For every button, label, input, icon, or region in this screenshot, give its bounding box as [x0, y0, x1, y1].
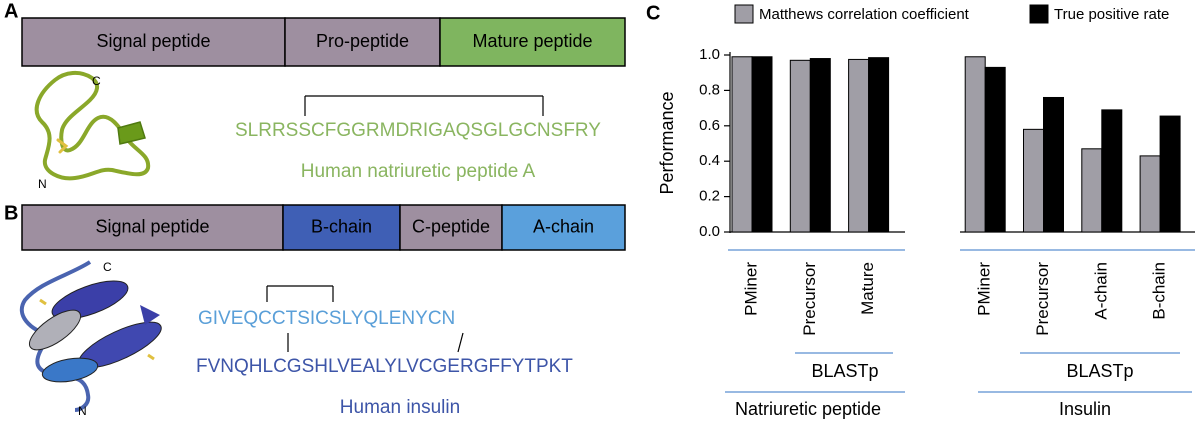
domain-label: B-chain — [311, 216, 372, 236]
y-tick-label: 1.0 — [699, 46, 720, 63]
bar — [964, 56, 986, 233]
panel-label: A — [4, 0, 18, 22]
bar — [1081, 148, 1103, 233]
domain-segment — [21, 17, 286, 67]
bar — [731, 56, 753, 233]
bar — [809, 58, 831, 233]
panel-label: C — [646, 2, 660, 24]
sequence: FVNQHLCGSHLVEALYLVCGERGFFYTPKT — [196, 356, 573, 377]
group-label: Natriuretic peptide — [735, 399, 881, 419]
legend-label: True positive rate — [1054, 6, 1169, 23]
x-tick-label: Precursor — [800, 262, 819, 336]
domain-segment — [399, 204, 503, 251]
disulfide-bracket — [304, 95, 544, 116]
domain-label: C-peptide — [412, 216, 490, 236]
domain-segment — [439, 17, 626, 67]
panel-label: B — [4, 202, 18, 224]
peptide-name: Human insulin — [340, 397, 460, 418]
bar — [984, 66, 1006, 233]
structure-b — [19, 260, 162, 412]
peptide-name: Human natriuretic peptide A — [301, 161, 536, 182]
y-axis-label: Performance — [657, 91, 677, 194]
bar — [1159, 115, 1181, 233]
domain-label: Signal peptide — [96, 31, 210, 51]
group-label: BLASTp — [1066, 361, 1133, 381]
x-tick-label: Precursor — [1033, 262, 1052, 336]
terminal-label: C — [103, 260, 112, 274]
group-lines — [725, 249, 1195, 393]
x-tick-label: B-chain — [1150, 262, 1169, 320]
domain-label: A-chain — [533, 216, 594, 236]
group-label: Insulin — [1059, 399, 1111, 419]
bar — [1139, 155, 1161, 233]
group-label: BLASTp — [811, 361, 878, 381]
bar — [868, 57, 890, 233]
y-tick-label: 0.8 — [699, 81, 720, 98]
sequence: SLRRSSCFGGRMDRIGAQSGLGCNSFRY — [235, 120, 601, 141]
domain-segment — [21, 204, 284, 251]
domain-label: Signal peptide — [95, 216, 209, 236]
domain-segment — [284, 17, 441, 67]
y-tick-label: 0.0 — [699, 223, 720, 240]
sequence: GIVEQCCTSICSLYQLENYCN — [198, 308, 455, 329]
bar — [789, 59, 811, 233]
legend-swatch — [734, 4, 754, 24]
disulfide-bracket — [266, 285, 464, 353]
terminal-label: C — [92, 74, 101, 88]
legend-label: Matthews correlation coefficient — [759, 6, 970, 23]
y-tick-label: 0.6 — [699, 117, 720, 134]
domain-segment — [501, 204, 626, 251]
legend-swatch — [1029, 4, 1049, 24]
terminal-label: N — [38, 177, 47, 191]
x-tick-label: PMiner — [975, 262, 994, 316]
terminal-label: N — [78, 404, 87, 418]
domain-label: Pro-peptide — [316, 31, 409, 51]
x-tick-label: PMiner — [741, 262, 760, 316]
bar — [1023, 128, 1044, 233]
y-tick-label: 0.4 — [699, 152, 720, 169]
bar — [751, 56, 773, 233]
x-tick-label: A-chain — [1091, 262, 1110, 320]
domain-label: Mature peptide — [472, 31, 592, 51]
structure-a — [34, 71, 151, 181]
bar — [848, 58, 870, 233]
y-tick-label: 0.2 — [699, 188, 720, 205]
x-tick-label: Mature — [858, 262, 877, 315]
bar — [1101, 109, 1123, 233]
bar — [1043, 96, 1064, 233]
